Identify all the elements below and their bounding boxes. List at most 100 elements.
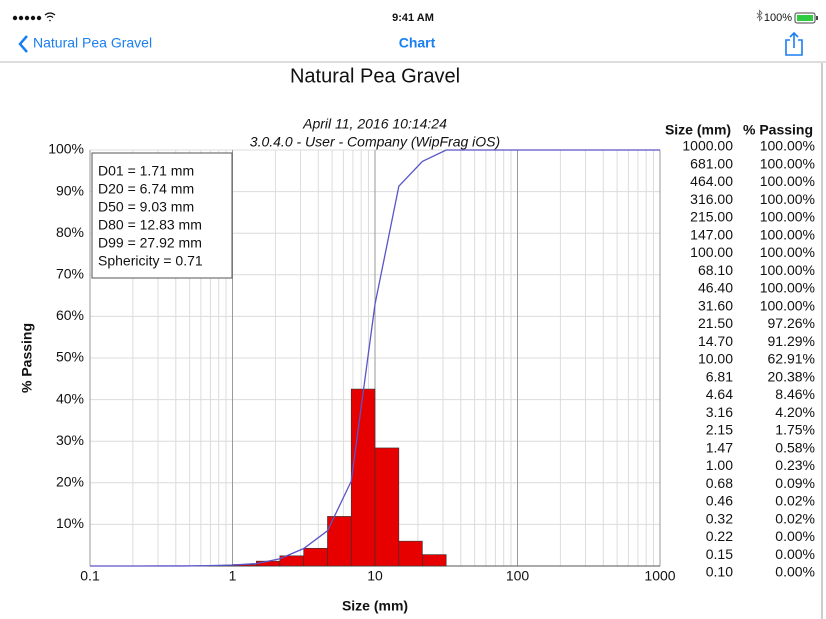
table-passing: 0.23% [775, 457, 815, 473]
stats-box [91, 152, 233, 279]
table-passing: 8.46% [775, 386, 815, 402]
bar [350, 388, 376, 567]
chart-title: Natural Pea Gravel [290, 65, 460, 87]
y-tick-label: 30% [56, 432, 84, 448]
table-passing: 97.26% [768, 315, 815, 331]
table-passing: 62.91% [768, 351, 815, 367]
table-size: 0.15 [706, 546, 733, 562]
table-size: 316.00 [690, 191, 733, 207]
stats-line: D01 = 1.71 mm [98, 163, 194, 179]
x-tick-label: 0.1 [80, 568, 100, 584]
bar [303, 547, 328, 567]
stats-line: D50 = 9.03 mm [98, 199, 194, 215]
table-size: 31.60 [698, 297, 733, 313]
x-tick-label: 10 [367, 568, 383, 584]
table-size: 0.32 [706, 510, 733, 526]
table-size: 10.00 [698, 351, 733, 367]
table-passing: 0.00% [775, 564, 815, 580]
y-tick-label: 100% [48, 141, 84, 157]
y-tick-label: 90% [56, 182, 84, 198]
nav-title: Chart [399, 35, 436, 51]
x-axis-label: Size (mm) [342, 598, 408, 614]
table-passing: 100.00% [760, 138, 815, 154]
table-passing: 100.00% [760, 244, 815, 260]
status-time: 9:41 AM [392, 12, 434, 24]
table-passing: 100.00% [760, 209, 815, 225]
stats-line: D80 = 12.83 mm [98, 217, 202, 233]
table-size: 681.00 [690, 155, 733, 171]
table-size: 464.00 [690, 173, 733, 189]
table-passing: 100.00% [760, 155, 815, 171]
table-size: 14.70 [698, 333, 733, 349]
bar [422, 554, 447, 567]
table-size: 21.50 [698, 315, 733, 331]
table-size: 6.81 [706, 368, 733, 384]
stats-line: Sphericity = 0.71 [98, 253, 203, 269]
table-size: 3.16 [706, 404, 733, 420]
share-button[interactable] [785, 31, 803, 56]
cumulative-curve [90, 149, 660, 567]
signal [12, 15, 42, 21]
table-size: 2.15 [706, 422, 733, 438]
y-tick-label: 60% [56, 307, 84, 323]
table-passing: 4.20% [775, 404, 815, 420]
table-size: 1.00 [706, 457, 733, 473]
stats-line: D20 = 6.74 mm [98, 181, 194, 197]
table-passing: 100.00% [760, 191, 815, 207]
table-size: 46.40 [698, 280, 733, 296]
table-passing: 0.58% [775, 439, 815, 455]
table-size: 0.68 [706, 475, 733, 491]
table-passing: 100.00% [760, 297, 815, 313]
table-passing: 20.38% [768, 368, 815, 384]
table-size: 68.10 [698, 262, 733, 278]
table-passing: 100.00% [760, 173, 815, 189]
battery-level [797, 15, 813, 21]
table-passing: 1.75% [775, 422, 815, 438]
bar [256, 560, 281, 567]
y-tick-label: 50% [56, 349, 84, 365]
battery-label: 100% [764, 12, 792, 24]
y-axis-label: % Passing [19, 323, 35, 393]
table-passing: 91.29% [768, 333, 815, 349]
bluetooth-icon [756, 9, 763, 22]
table-size: 1.47 [706, 439, 733, 455]
table-size: 0.10 [706, 564, 733, 580]
table-header: % Passing [743, 122, 813, 138]
wifi-icon [44, 12, 56, 22]
back-button[interactable]: Natural Pea Gravel [18, 35, 152, 53]
table-passing: 0.00% [775, 546, 815, 562]
back-label[interactable]: Natural Pea Gravel [33, 35, 152, 51]
y-tick-label: 10% [56, 515, 84, 531]
x-tick-label: 100 [506, 568, 530, 584]
back-chevron[interactable] [18, 35, 28, 53]
x-tick-label: 1000 [644, 568, 675, 584]
table-size: 0.46 [706, 493, 733, 509]
table-passing: 0.02% [775, 493, 815, 509]
table-size: 4.64 [706, 386, 733, 402]
stats-line: D99 = 27.92 mm [98, 235, 202, 251]
bar [374, 447, 400, 567]
table-size: 147.00 [690, 226, 733, 242]
y-tick-label: 80% [56, 224, 84, 240]
chart-subtitle: 3.0.4.0 - User - Company (WipFrag iOS) [250, 134, 500, 150]
battery-tip [816, 16, 818, 20]
y-tick-label: 40% [56, 390, 84, 406]
table-size: 100.00 [690, 244, 733, 260]
table-passing: 100.00% [760, 262, 815, 278]
x-tick-label: 1 [229, 568, 237, 584]
table-passing: 0.09% [775, 475, 815, 491]
y-tick-label: 20% [56, 474, 84, 490]
table-passing: 100.00% [760, 226, 815, 242]
table-size: 0.22 [706, 528, 733, 544]
table-passing: 0.00% [775, 528, 815, 544]
y-tick-label: 70% [56, 266, 84, 282]
bar [398, 540, 423, 567]
table-passing: 0.02% [775, 510, 815, 526]
table-passing: 100.00% [760, 280, 815, 296]
table-header: Size (mm) [665, 122, 731, 138]
chart-subtitle: April 11, 2016 10:14:24 [302, 116, 447, 132]
table-size: 1000.00 [682, 138, 733, 154]
battery-icon [794, 12, 816, 24]
